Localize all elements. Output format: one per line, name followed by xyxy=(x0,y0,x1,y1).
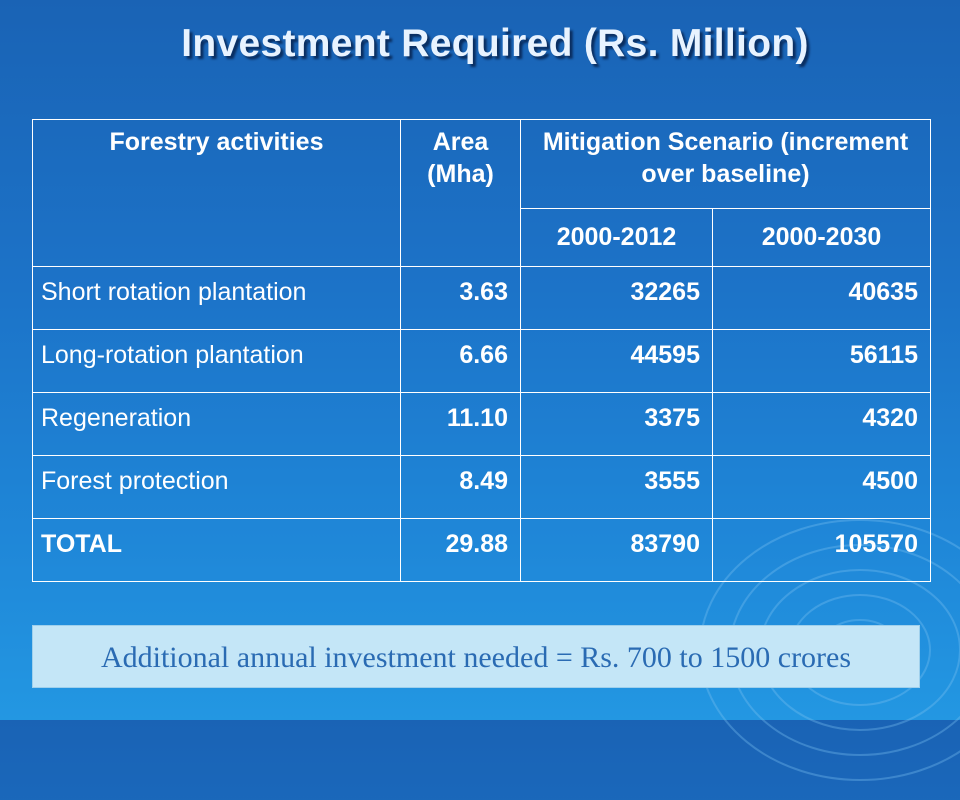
activity-cell: Long-rotation plantation xyxy=(32,329,401,393)
header-area: Area (Mha) xyxy=(400,119,521,267)
investment-2030-cell: 4320 xyxy=(712,392,931,456)
total-2030-cell: 105570 xyxy=(712,518,931,582)
investment-table: Forestry activities Area (Mha) Mitigatio… xyxy=(32,119,931,582)
table-row: Regeneration 11.10 3375 4320 xyxy=(32,392,931,456)
investment-2030-cell: 4500 xyxy=(712,455,931,519)
activity-cell: Forest protection xyxy=(32,455,401,519)
investment-2030-cell: 40635 xyxy=(712,266,931,330)
investment-2012-cell: 3375 xyxy=(520,392,713,456)
investment-2012-cell: 3555 xyxy=(520,455,713,519)
table-row: Long-rotation plantation 6.66 44595 5611… xyxy=(32,329,931,393)
area-cell: 8.49 xyxy=(400,455,521,519)
area-cell: 11.10 xyxy=(400,392,521,456)
area-cell: 3.63 xyxy=(400,266,521,330)
investment-2030-cell: 56115 xyxy=(712,329,931,393)
slide-title: Investment Required (Rs. Million) xyxy=(181,22,809,65)
total-2012-cell: 83790 xyxy=(520,518,713,582)
investment-2012-cell: 32265 xyxy=(520,266,713,330)
header-forestry-activities: Forestry activities xyxy=(32,119,401,267)
investment-note-box: Additional annual investment needed = Rs… xyxy=(32,625,920,688)
total-label-cell: TOTAL xyxy=(32,518,401,582)
total-area-cell: 29.88 xyxy=(400,518,521,582)
header-2000-2030: 2000-2030 xyxy=(712,208,931,267)
activity-cell: Regeneration xyxy=(32,392,401,456)
table-total-row: TOTAL 29.88 83790 105570 xyxy=(32,518,931,582)
activity-cell: Short rotation plantation xyxy=(32,266,401,330)
area-cell: 6.66 xyxy=(400,329,521,393)
header-2000-2012: 2000-2012 xyxy=(520,208,713,267)
table-header-row: Forestry activities Area (Mha) Mitigatio… xyxy=(32,119,931,267)
table-row: Short rotation plantation 3.63 32265 406… xyxy=(32,266,931,330)
header-mitigation-scenario: Mitigation Scenario (increment over base… xyxy=(520,119,931,209)
investment-2012-cell: 44595 xyxy=(520,329,713,393)
table-row: Forest protection 8.49 3555 4500 xyxy=(32,455,931,519)
